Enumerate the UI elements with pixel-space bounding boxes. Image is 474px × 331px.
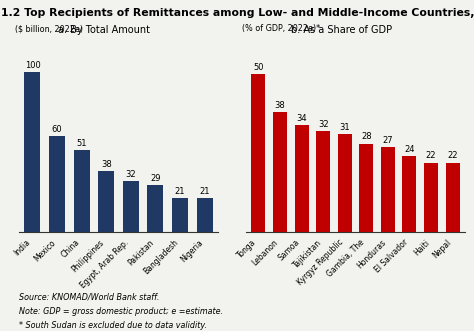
Text: 21: 21 [175,187,185,196]
Bar [98,171,114,232]
Bar [251,74,265,232]
Text: ($ billion, 2022e): ($ billion, 2022e) [15,24,83,33]
Text: 22: 22 [447,151,458,160]
Text: 24: 24 [404,145,415,154]
Text: 28: 28 [361,132,372,141]
Text: 32: 32 [126,169,136,179]
Text: * South Sudan is excluded due to data validity.: * South Sudan is excluded due to data va… [19,321,207,330]
Text: 51: 51 [76,139,87,148]
Text: 29: 29 [150,174,161,183]
Text: 100: 100 [25,61,40,70]
Bar [49,136,65,232]
Text: 50: 50 [253,63,264,72]
Bar [25,72,40,232]
Bar [359,144,374,232]
Text: 38: 38 [274,101,285,110]
Bar [424,163,438,232]
Text: 38: 38 [101,160,111,169]
Text: Note: GDP = gross domestic product; e =estimate.: Note: GDP = gross domestic product; e =e… [19,307,223,316]
Text: b. As a Share of GDP: b. As a Share of GDP [291,25,392,35]
Bar [402,156,417,232]
Bar [73,150,90,232]
Bar [294,125,309,232]
Bar [197,198,212,232]
Text: 60: 60 [52,125,63,134]
Bar [316,131,330,232]
Bar [446,163,460,232]
Text: 27: 27 [383,136,393,145]
Bar [172,198,188,232]
Bar [273,112,287,232]
Bar [123,180,139,232]
Text: 34: 34 [296,114,307,122]
Text: (% of GDP, 2022e)*: (% of GDP, 2022e)* [242,24,320,33]
Text: 31: 31 [339,123,350,132]
Text: Source: KNOMAD/World Bank staff.: Source: KNOMAD/World Bank staff. [19,293,159,302]
Text: 21: 21 [199,187,210,196]
Bar [147,185,164,232]
Text: Figure 1.2 Top Recipients of Remittances among Low- and Middle-Income Countries,: Figure 1.2 Top Recipients of Remittances… [0,8,474,18]
Text: 22: 22 [426,151,436,160]
Bar [337,134,352,232]
Bar [381,147,395,232]
Text: 32: 32 [318,120,328,129]
Text: a. By Total Amount: a. By Total Amount [58,25,150,35]
